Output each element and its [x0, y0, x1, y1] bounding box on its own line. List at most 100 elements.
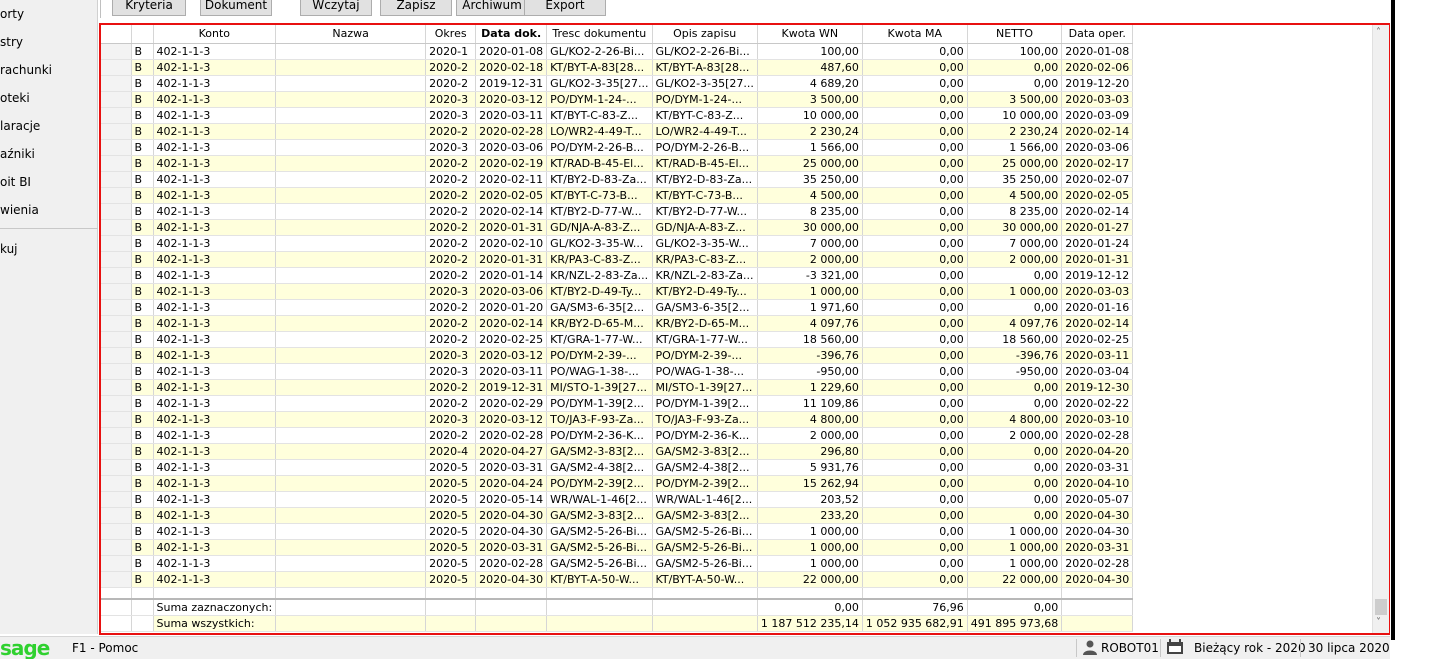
cell-flag[interactable]: B [131, 235, 154, 252]
cell-data-oper[interactable]: 2020-02-28 [1061, 555, 1134, 572]
cell-nazwa[interactable] [275, 315, 427, 332]
cell-data-dok[interactable]: 2020-01-31 [475, 251, 548, 268]
cell-netto[interactable]: 3 500,00 [967, 91, 1063, 108]
cell-kwota-wn[interactable]: 35 250,00 [757, 171, 863, 188]
cell-data-oper[interactable]: 2020-02-14 [1061, 203, 1134, 220]
cell-data-oper[interactable]: 2020-01-08 [1061, 43, 1134, 60]
cell-flag[interactable]: B [131, 267, 154, 284]
cell-flag[interactable]: B [131, 539, 154, 556]
cell-kwota-ma[interactable]: 0,00 [862, 299, 968, 316]
cell-data-oper[interactable]: 2020-04-30 [1061, 523, 1134, 540]
cell-data-dok[interactable]: 2019-12-31 [475, 75, 548, 92]
cell-tresc[interactable]: KT/BYT-A-83[28... [546, 59, 653, 76]
row-selector[interactable] [101, 443, 132, 460]
cell-konto[interactable]: 402-1-1-3 [153, 491, 277, 508]
cell-nazwa[interactable] [275, 91, 427, 108]
cell-opis[interactable]: PO/DYM-2-36-K... [652, 427, 758, 444]
cell-kwota-wn[interactable]: 11 109,86 [757, 395, 863, 412]
cell-nazwa[interactable] [275, 267, 427, 284]
cell-data-oper[interactable]: 2020-01-31 [1061, 251, 1134, 268]
row-selector[interactable] [101, 347, 132, 364]
cell-tresc[interactable]: GL/KO2-3-35-W... [546, 235, 653, 252]
cell-netto[interactable]: 1 000,00 [967, 523, 1063, 540]
archive-button[interactable]: Archiwum [456, 0, 528, 16]
cell-okres[interactable]: 2020-3 [425, 363, 477, 380]
cell-nazwa[interactable] [275, 219, 427, 236]
cell-nazwa[interactable] [275, 539, 427, 556]
cell-kwota-ma[interactable]: 0,00 [862, 395, 968, 412]
cell-data-dok[interactable]: 2020-04-27 [475, 443, 548, 460]
table-row[interactable]: B 402-1-1-3 2020-5 2020-04-30 KT/BYT-A-50-W.… [101, 571, 1134, 588]
cell-nazwa[interactable] [275, 395, 427, 412]
row-selector[interactable] [101, 187, 132, 204]
cell-konto[interactable]: 402-1-1-3 [153, 123, 277, 140]
cell-tresc[interactable]: KT/BY2-D-77-W... [546, 203, 653, 220]
cell-flag[interactable]: B [131, 203, 154, 220]
cell-kwota-wn[interactable]: 30 000,00 [757, 219, 863, 236]
cell-tresc[interactable]: GA/SM2-5-26-Bi... [546, 539, 653, 556]
table-row[interactable]: B 402-1-1-3 2020-2 2020-01-14 KR/NZL-2-83-Za… [101, 267, 1134, 284]
cell-flag[interactable]: B [131, 571, 154, 588]
cell-data-oper[interactable]: 2020-03-31 [1061, 459, 1134, 476]
cell-okres[interactable]: 2020-3 [425, 91, 477, 108]
table-row[interactable]: B 402-1-1-3 2020-3 2020-03-06 PO/DYM-2-26-B.… [101, 139, 1134, 156]
cell-flag[interactable]: B [131, 443, 154, 460]
cell-tresc[interactable]: KR/BY2-D-65-M... [546, 315, 653, 332]
cell-kwota-ma[interactable]: 0,00 [862, 507, 968, 524]
cell-konto[interactable]: 402-1-1-3 [153, 283, 277, 300]
cell-opis[interactable]: KT/BYT-A-83[28... [652, 59, 758, 76]
cell-konto[interactable]: 402-1-1-3 [153, 539, 277, 556]
nav-item-rejestry[interactable]: stry [0, 35, 23, 49]
nav-item-raporty[interactable]: orty [0, 7, 25, 21]
cell-okres[interactable]: 2020-2 [425, 331, 477, 348]
cell-netto[interactable]: 18 560,00 [967, 331, 1063, 348]
cell-data-oper[interactable]: 2020-02-14 [1061, 123, 1134, 140]
cell-okres[interactable]: 2020-2 [425, 427, 477, 444]
cell-tresc[interactable]: KT/BY2-D-49-Ty... [546, 283, 653, 300]
cell-kwota-wn[interactable]: 2 000,00 [757, 427, 863, 444]
cell-opis[interactable]: LO/WR2-4-49-T... [652, 123, 758, 140]
cell-kwota-wn[interactable]: 22 000,00 [757, 571, 863, 588]
cell-kwota-ma[interactable]: 0,00 [862, 59, 968, 76]
cell-konto[interactable]: 402-1-1-3 [153, 363, 277, 380]
cell-flag[interactable]: B [131, 171, 154, 188]
vertical-scrollbar[interactable]: ˄ ˅ [1372, 25, 1389, 633]
criteria-button[interactable]: Kryteria [112, 0, 186, 16]
cell-opis[interactable]: GA/SM2-5-26-Bi... [652, 523, 758, 540]
cell-tresc[interactable]: WR/WAL-1-46[2... [546, 491, 653, 508]
cell-kwota-wn[interactable]: 233,20 [757, 507, 863, 524]
cell-okres[interactable]: 2020-2 [425, 379, 477, 396]
cell-netto[interactable]: 4 097,76 [967, 315, 1063, 332]
cell-kwota-wn[interactable]: 1 000,00 [757, 555, 863, 572]
cell-nazwa[interactable] [275, 283, 427, 300]
cell-okres[interactable]: 2020-2 [425, 59, 477, 76]
table-row[interactable]: B 402-1-1-3 2020-4 2020-04-27 GA/SM2-3-83[2.… [101, 443, 1134, 460]
cell-kwota-ma[interactable]: 0,00 [862, 315, 968, 332]
cell-data-oper[interactable]: 2019-12-30 [1061, 379, 1134, 396]
cell-data-dok[interactable]: 2020-03-31 [475, 539, 548, 556]
cell-kwota-ma[interactable]: 0,00 [862, 155, 968, 172]
cell-data-dok[interactable]: 2020-03-06 [475, 139, 548, 156]
cell-data-dok[interactable]: 2020-02-10 [475, 235, 548, 252]
cell-kwota-ma[interactable]: 0,00 [862, 459, 968, 476]
table-row[interactable]: B 402-1-1-3 2020-2 2020-01-31 GD/NJA-A-83-Z.… [101, 219, 1134, 236]
cell-kwota-ma[interactable]: 0,00 [862, 475, 968, 492]
cell-data-oper[interactable]: 2020-02-22 [1061, 395, 1134, 412]
cell-okres[interactable]: 2020-3 [425, 283, 477, 300]
cell-data-dok[interactable]: 2020-05-14 [475, 491, 548, 508]
row-selector[interactable] [101, 475, 132, 492]
table-row[interactable]: B 402-1-1-3 2020-2 2020-02-14 KT/BY2-D-77-W.… [101, 203, 1134, 220]
cell-tresc[interactable]: KT/RAD-B-45-El... [546, 155, 653, 172]
cell-data-dok[interactable]: 2020-02-11 [475, 171, 548, 188]
table-row[interactable]: B 402-1-1-3 2020-3 2020-03-06 KT/BY2-D-49-Ty… [101, 283, 1134, 300]
table-row[interactable]: B 402-1-1-3 2020-2 2020-02-14 KR/BY2-D-65-M.… [101, 315, 1134, 332]
save-button[interactable]: Zapisz [380, 0, 452, 16]
cell-konto[interactable]: 402-1-1-3 [153, 411, 277, 428]
cell-tresc[interactable]: GA/SM2-5-26-Bi... [546, 523, 653, 540]
cell-nazwa[interactable] [275, 475, 427, 492]
cell-nazwa[interactable] [275, 411, 427, 428]
cell-konto[interactable]: 402-1-1-3 [153, 75, 277, 92]
cell-konto[interactable]: 402-1-1-3 [153, 219, 277, 236]
cell-nazwa[interactable] [275, 459, 427, 476]
cell-data-dok[interactable]: 2020-02-28 [475, 555, 548, 572]
